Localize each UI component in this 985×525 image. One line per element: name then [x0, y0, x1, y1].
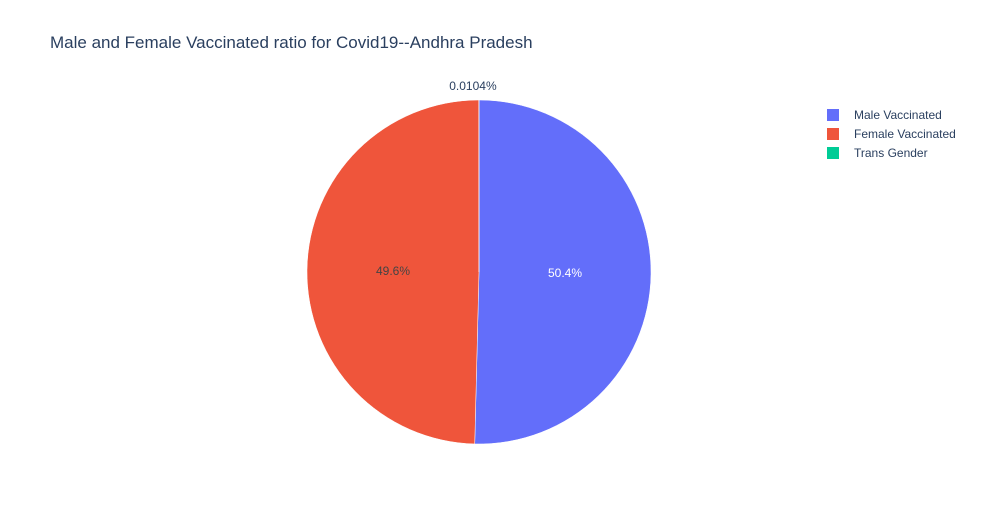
- pie-slice-label: 50.4%: [548, 266, 582, 280]
- legend-swatch: [827, 108, 839, 121]
- legend-swatch: [827, 146, 839, 159]
- legend-label: Trans Gender: [854, 145, 928, 160]
- pie-slices: [306, 99, 652, 445]
- legend-swatch: [827, 127, 839, 140]
- legend-label: Male Vaccinated: [854, 107, 942, 122]
- legend-item[interactable]: Male Vaccinated: [827, 105, 956, 124]
- pie-slice-female-vaccinated[interactable]: [306, 99, 480, 445]
- pie-slice-label: 49.6%: [376, 264, 410, 278]
- pie-slice-label: 0.0104%: [449, 79, 497, 93]
- legend-item[interactable]: Female Vaccinated: [827, 124, 956, 143]
- legend[interactable]: Male Vaccinated Female Vaccinated Trans Ge…: [827, 105, 956, 162]
- legend-label: Female Vaccinated: [854, 126, 956, 141]
- pie-slice-labels: 50.4% 49.6% 0.0104%: [376, 79, 582, 280]
- legend-item[interactable]: Trans Gender: [827, 143, 956, 162]
- chart-title: Male and Female Vaccinated ratio for Cov…: [50, 33, 533, 52]
- pie-slice-male-vaccinated[interactable]: [474, 99, 652, 445]
